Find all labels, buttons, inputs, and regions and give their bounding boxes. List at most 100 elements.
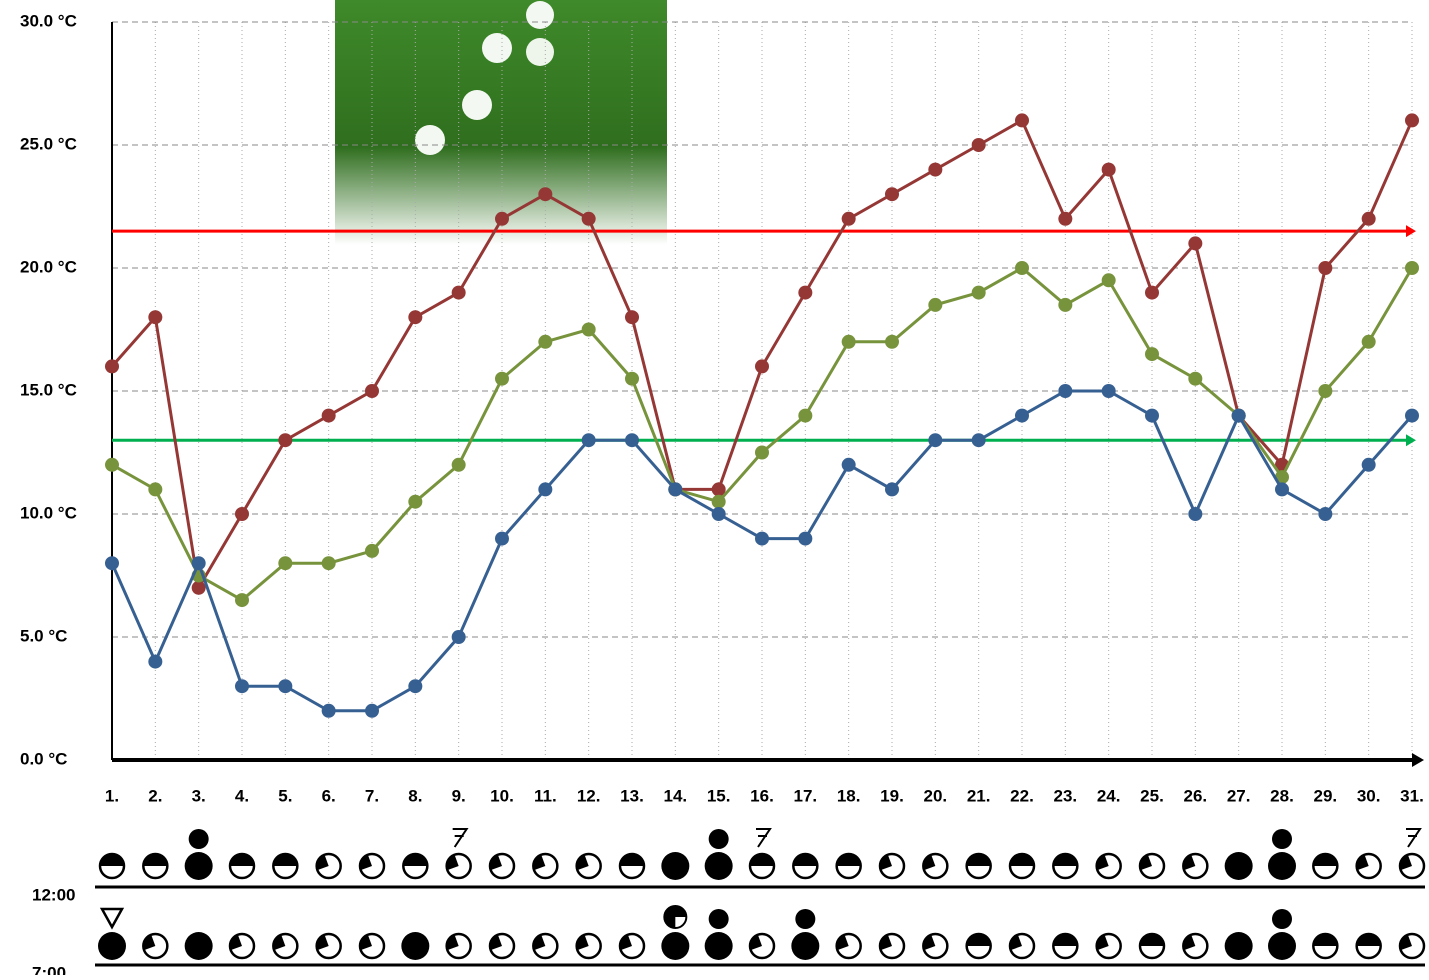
cloud-symbol xyxy=(1268,852,1296,880)
cloud-symbol xyxy=(618,852,646,880)
cloud-half xyxy=(836,854,861,866)
x-tick-label: 30. xyxy=(1357,786,1381,805)
cloud-quarter xyxy=(446,934,459,951)
cloud-symbol xyxy=(228,852,256,880)
cloud-symbol xyxy=(661,932,690,960)
cloud-half xyxy=(1053,934,1078,946)
cloud-quarter xyxy=(490,854,502,871)
cloud-quarter xyxy=(836,934,849,951)
cloud-symbol xyxy=(142,932,169,960)
time-label: 12:00 xyxy=(32,885,75,904)
data-point xyxy=(885,334,899,349)
cloud-symbol xyxy=(878,852,906,880)
weather-rain xyxy=(1272,829,1292,849)
cloud-symbol xyxy=(1312,932,1339,960)
cloud-symbol xyxy=(358,852,386,880)
cloud-quarter xyxy=(273,934,286,951)
cloud-symbol xyxy=(358,932,386,960)
data-point xyxy=(581,433,596,448)
data-point xyxy=(625,371,639,386)
cloud-symbol xyxy=(1008,932,1036,960)
cloud-quarter xyxy=(1140,854,1152,871)
weather-rain xyxy=(795,909,816,929)
cloud-quarter xyxy=(1400,854,1412,871)
cloud-half xyxy=(230,854,254,866)
data-point xyxy=(1015,408,1029,423)
cloud-symbol xyxy=(1355,932,1382,960)
cloud-symbol xyxy=(704,932,733,960)
cloud-quarter xyxy=(1183,934,1196,951)
data-point xyxy=(711,507,726,521)
data-point xyxy=(451,285,466,300)
data-point xyxy=(1188,507,1203,521)
cloud-symbol xyxy=(401,932,430,960)
data-point xyxy=(495,211,509,226)
reference-arrow xyxy=(1406,225,1416,238)
flower xyxy=(482,33,512,63)
x-axis-arrow xyxy=(1412,753,1424,767)
flower xyxy=(415,125,445,155)
data-point xyxy=(1405,408,1419,423)
cloud-quarter xyxy=(1096,854,1109,871)
x-tick-label: 16. xyxy=(750,786,774,805)
data-point xyxy=(235,593,249,608)
data-point xyxy=(798,408,813,423)
cloud-quarter xyxy=(446,854,459,871)
data-point xyxy=(1361,457,1376,472)
x-tick-label: 13. xyxy=(620,786,644,805)
data-point xyxy=(235,507,249,521)
data-point xyxy=(408,310,423,325)
cloud-full xyxy=(704,852,733,880)
data-point xyxy=(408,679,423,694)
data-point xyxy=(885,187,899,202)
cloud-symbol xyxy=(1138,852,1166,880)
cloud-symbol xyxy=(1052,852,1079,880)
data-point xyxy=(1145,347,1159,362)
x-tick-label: 22. xyxy=(1010,786,1034,805)
cloud-quarter xyxy=(880,934,892,951)
cloud-full xyxy=(791,932,820,960)
cloud-full xyxy=(98,932,126,960)
data-point xyxy=(278,433,293,448)
cloud-half xyxy=(793,854,818,866)
data-point xyxy=(928,433,943,448)
data-point xyxy=(495,531,509,546)
cloud-full xyxy=(1268,932,1296,960)
cloud-quarter xyxy=(923,934,936,951)
y-tick-label: 10.0 °C xyxy=(20,503,77,522)
cloud-half xyxy=(1356,934,1381,946)
cloud-symbol xyxy=(1224,932,1253,960)
cloud-full xyxy=(1268,852,1296,880)
cloud-symbol xyxy=(1268,932,1296,960)
cloud-quarter xyxy=(316,934,329,951)
data-point xyxy=(451,630,466,644)
y-tick-label: 0.0 °C xyxy=(20,749,67,768)
cloud-quarter xyxy=(360,934,372,951)
data-point xyxy=(321,408,336,423)
data-point xyxy=(105,457,119,472)
x-tick-label: 31. xyxy=(1400,786,1424,805)
data-point xyxy=(1058,297,1073,312)
x-tick-label: 18. xyxy=(837,786,861,805)
data-point xyxy=(235,679,249,694)
cloud-symbol xyxy=(1052,932,1079,960)
cloud-full xyxy=(1224,932,1253,960)
x-tick-label: 14. xyxy=(664,786,688,805)
cloud-symbol xyxy=(1398,932,1426,960)
data-point xyxy=(841,457,856,472)
data-point xyxy=(755,531,769,546)
cloud-full xyxy=(401,932,430,960)
data-point xyxy=(105,359,119,374)
data-point xyxy=(365,384,379,398)
data-point xyxy=(148,310,163,325)
data-point xyxy=(755,359,769,374)
x-tick-label: 19. xyxy=(880,786,904,805)
cloud-symbol xyxy=(1355,852,1382,880)
x-tick-label: 24. xyxy=(1097,786,1121,805)
x-tick-label: 11. xyxy=(534,786,557,805)
data-point xyxy=(1361,334,1376,349)
x-tick-label: 7. xyxy=(365,786,379,805)
x-tick-label: 9. xyxy=(452,786,466,805)
cloud-quarter xyxy=(1010,934,1022,951)
